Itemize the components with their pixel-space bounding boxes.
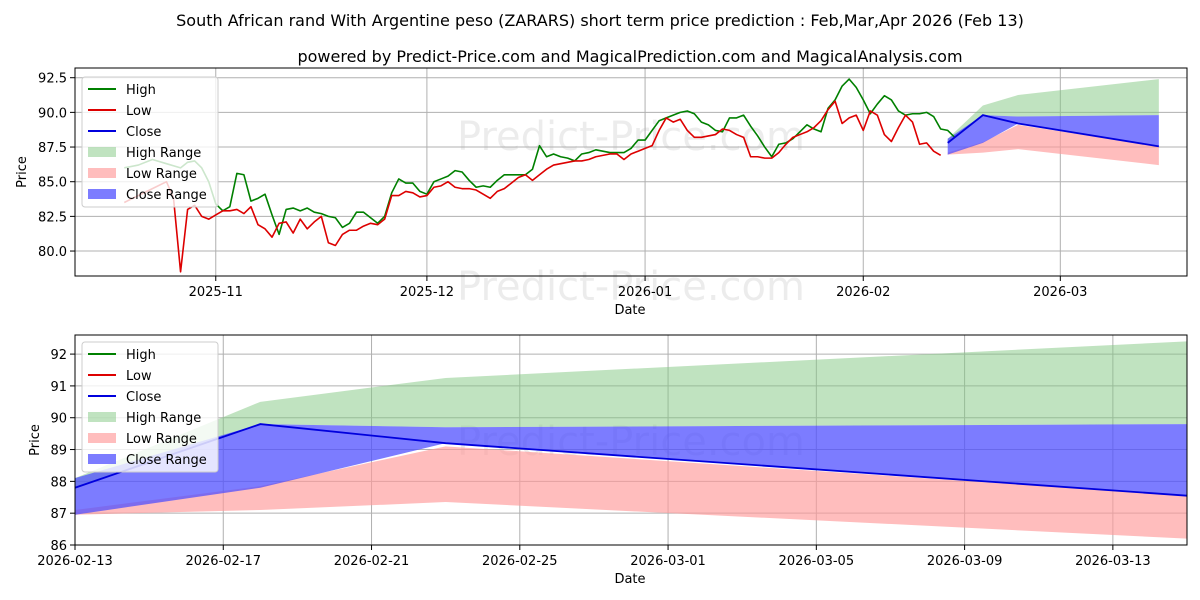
chart-title: South African rand With Argentine peso (… xyxy=(176,11,1024,30)
y-tick-label: 88 xyxy=(50,475,67,490)
legend-swatch-high-range xyxy=(88,412,116,422)
x-tick-label: 2026-01 xyxy=(618,285,672,300)
y-tick-label: 82.5 xyxy=(38,210,67,225)
close-range-band xyxy=(75,424,1187,515)
legend-swatch-low-range xyxy=(88,168,116,178)
x-tick-label: 2026-03 xyxy=(1033,285,1087,300)
x-axis-label: Date xyxy=(614,572,645,587)
legend-swatch-high-range xyxy=(88,147,116,157)
x-tick-label: 2025-12 xyxy=(400,285,454,300)
x-tick-label: 2026-03-01 xyxy=(630,554,706,569)
x-tick-label: 2026-03-09 xyxy=(927,554,1003,569)
watermark-text: Predict-Price.com xyxy=(457,114,805,160)
legend-label: High Range xyxy=(126,411,201,426)
axes-frame xyxy=(74,67,1188,277)
legend-label: Close Range xyxy=(126,188,207,203)
high-range-band xyxy=(947,79,1159,143)
legend-label: Close xyxy=(126,125,161,140)
low-series-line xyxy=(123,100,942,273)
y-tick-label: 87.5 xyxy=(38,141,67,156)
y-tick-label: 86 xyxy=(50,539,67,554)
x-tick-label: 2026-03-05 xyxy=(779,554,855,569)
legend: High Low Close High Range Low Range Close Ran… xyxy=(81,341,219,473)
chart-panel-1: Predict-Price.comPredict-Price.com2025-1… xyxy=(15,67,1188,318)
legend-label: Low xyxy=(126,369,152,384)
x-tick-label: 2025-11 xyxy=(189,285,243,300)
y-tick-label: 85.0 xyxy=(38,176,67,191)
low-range-band xyxy=(947,124,1159,166)
legend-label: Close xyxy=(126,390,161,405)
x-axis-label: Date xyxy=(614,303,645,318)
legend-swatch-close-range xyxy=(88,454,116,464)
legend-label: High xyxy=(126,83,156,98)
legend-label: Low Range xyxy=(126,432,197,447)
high-range-band xyxy=(75,341,1187,488)
chart-panel-2: Predict-Price.com2026-02-132026-02-17202… xyxy=(28,334,1188,587)
x-tick-label: 2026-03-13 xyxy=(1075,554,1151,569)
legend-label: Low xyxy=(126,104,152,119)
x-tick-label: 2026-02-13 xyxy=(37,554,113,569)
x-tick-label: 2026-02-21 xyxy=(334,554,410,569)
plot-area xyxy=(123,78,1159,273)
y-tick-label: 89 xyxy=(50,444,67,459)
y-axis-label: Price xyxy=(15,156,30,188)
x-tick-label: 2026-02-17 xyxy=(185,554,261,569)
legend: High Low Close High Range Low Range Close Ran… xyxy=(81,76,219,208)
chart-subtitle: powered by Predict-Price.com and Magical… xyxy=(297,47,962,66)
y-tick-label: 90 xyxy=(50,412,67,427)
y-tick-label: 80.0 xyxy=(38,245,67,260)
x-tick-label: 2026-02 xyxy=(836,285,890,300)
close-range-band xyxy=(947,115,1159,155)
close-forecast-line xyxy=(947,114,1159,148)
legend-label: Close Range xyxy=(126,453,207,468)
high-series-line xyxy=(124,78,956,236)
x-tick-label: 2026-02-25 xyxy=(482,554,558,569)
low-range-band xyxy=(75,446,1187,539)
legend-label: High Range xyxy=(126,146,201,161)
y-tick-label: 92 xyxy=(50,348,67,363)
y-axis-label: Price xyxy=(28,424,43,456)
legend-swatch-low-range xyxy=(88,433,116,443)
y-tick-label: 91 xyxy=(50,380,67,395)
y-tick-label: 90.0 xyxy=(38,106,67,121)
legend-swatch-close-range xyxy=(88,189,116,199)
plot-area xyxy=(75,341,1187,539)
legend-label: Low Range xyxy=(126,167,197,182)
y-tick-label: 87 xyxy=(50,507,67,522)
legend-label: High xyxy=(126,348,156,363)
y-tick-label: 92.5 xyxy=(38,72,67,87)
axes-frame xyxy=(74,334,1188,546)
watermark-text: Predict-Price.com xyxy=(457,264,805,310)
